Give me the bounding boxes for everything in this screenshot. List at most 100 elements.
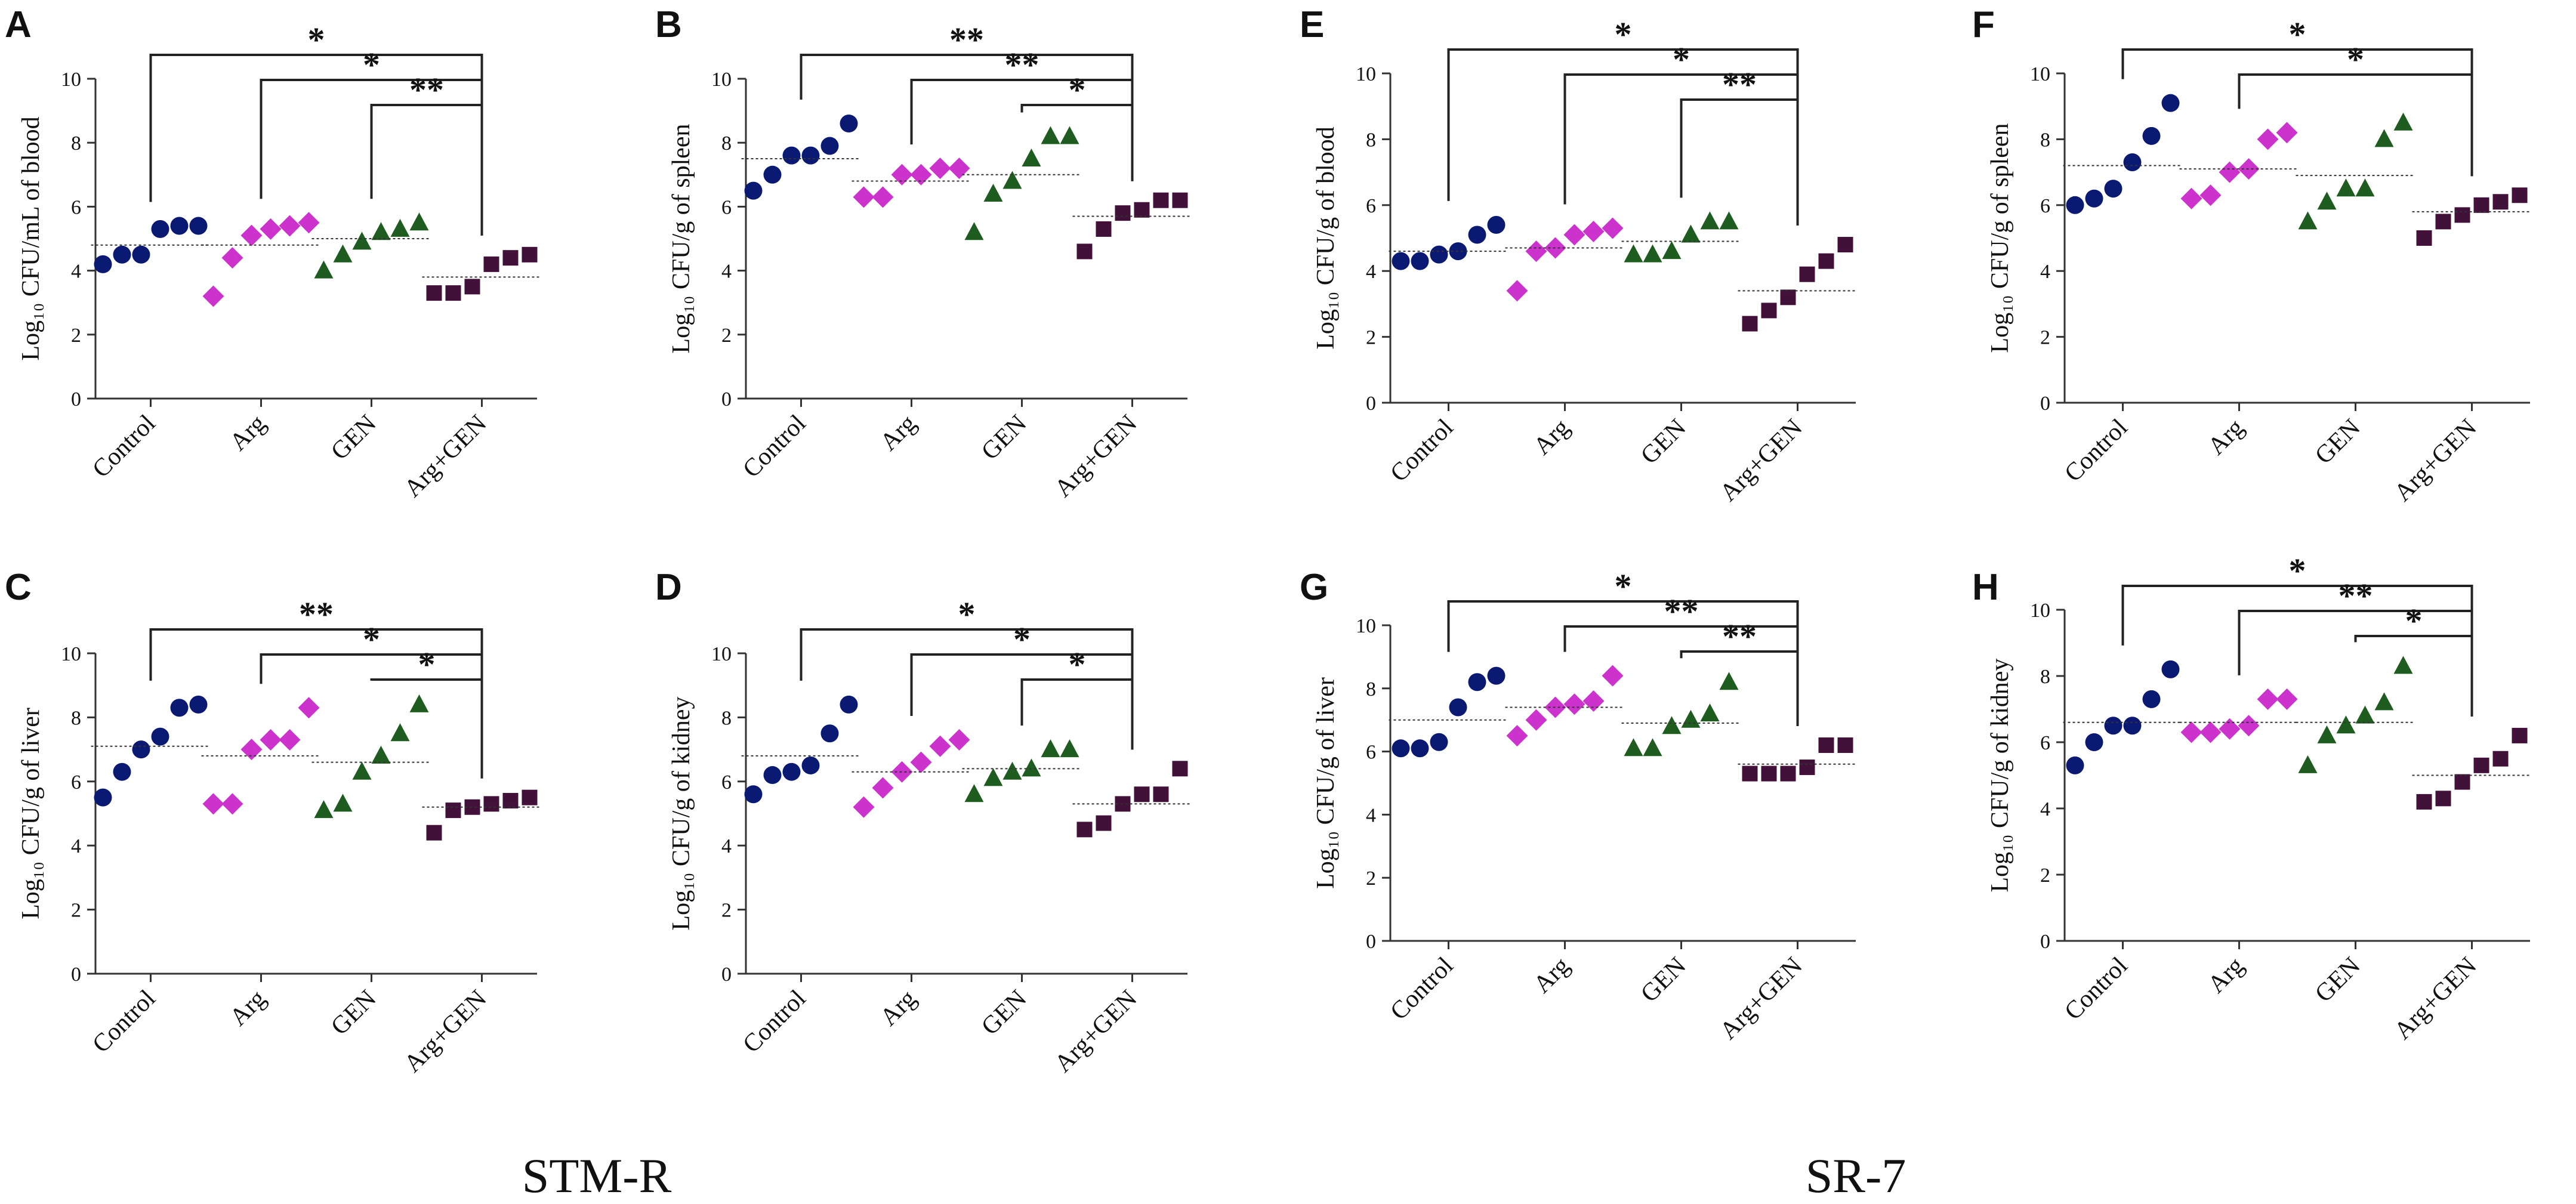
data-point-control (1449, 698, 1467, 717)
significance-label: * (1013, 620, 1031, 659)
data-point-arg-gen (1076, 822, 1093, 838)
data-point-gen (1060, 739, 1079, 758)
data-point-arg-gen (1115, 205, 1131, 221)
y-axis-label: Log₁₀ CFU/mL of blood (17, 116, 45, 360)
y-tick-label: 4 (1366, 261, 1376, 283)
y-tick-label: 0 (1366, 393, 1376, 415)
data-point-control (1468, 226, 1486, 244)
data-point-arg-gen (1096, 815, 1112, 831)
x-tick-label-arg-gen: Arg+GEN (2389, 952, 2482, 1045)
data-point-control (2161, 94, 2180, 112)
data-point-control (763, 165, 782, 184)
significance-label: * (363, 45, 380, 84)
data-point-arg (2180, 187, 2202, 209)
data-point-arg-gen (2435, 791, 2451, 807)
y-tick-label: 4 (721, 261, 732, 283)
data-point-arg (1563, 693, 1585, 715)
y-tick-label: 8 (2040, 129, 2050, 151)
significance-label: * (958, 595, 976, 634)
data-point-arg (1506, 725, 1528, 747)
significance-label: ** (299, 595, 334, 634)
y-tick-label: 2 (721, 900, 732, 922)
y-tick-label: 6 (721, 196, 732, 218)
data-point-arg-gen (2512, 727, 2528, 743)
data-point-arg (948, 158, 970, 180)
data-point-control (1430, 245, 1448, 264)
data-point-gen (964, 222, 984, 240)
data-point-gen (1700, 703, 1720, 722)
y-tick-label: 10 (61, 643, 81, 665)
y-tick-label: 8 (721, 132, 732, 155)
data-point-control (1392, 252, 1410, 270)
data-point-gen (1624, 738, 1643, 757)
significance-label: * (1615, 567, 1632, 606)
data-point-gen (2355, 178, 2375, 197)
data-point-gen (2317, 192, 2337, 210)
data-point-arg (221, 793, 243, 815)
data-point-control (2123, 717, 2142, 735)
x-tick-label-control: Control (2059, 952, 2133, 1026)
y-axis-label: Log₁₀ CFU/g of kidney (668, 696, 695, 930)
significance-label: * (1673, 40, 1690, 79)
significance-bracket (2121, 48, 2473, 177)
y-tick-label: 6 (1366, 195, 1376, 217)
significance-bracket (370, 678, 483, 779)
y-tick-label: 8 (721, 707, 732, 729)
data-point-arg-gen (426, 285, 442, 301)
panel-c: C 0 2 4 6 8 10 Log₁₀ CFU/g of liver Control Arg GE… (5, 567, 542, 1078)
data-point-arg-gen (1742, 316, 1758, 332)
data-point-gen (314, 800, 334, 819)
data-point-control (1392, 739, 1410, 758)
y-tick-label: 10 (61, 69, 81, 91)
data-point-control (1487, 666, 1506, 685)
data-point-arg (1525, 709, 1547, 731)
data-point-control (2142, 690, 2161, 708)
x-tick-label-arg: Arg (875, 985, 921, 1032)
x-tick-label-control: Control (738, 985, 811, 1058)
panel-letter-e: E (1300, 4, 1324, 45)
data-point-arg-gen (445, 285, 461, 301)
data-point-arg-gen (2512, 187, 2528, 203)
data-point-arg-gen (1837, 237, 1853, 253)
data-point-arg (2219, 718, 2241, 740)
data-point-arg (1602, 217, 1624, 239)
data-point-arg (260, 218, 282, 240)
significance-label: * (2289, 15, 2306, 54)
data-point-gen (2336, 715, 2356, 734)
data-point-arg (1563, 224, 1585, 246)
data-point-control (782, 146, 801, 165)
data-point-arg (891, 163, 913, 186)
y-tick-label: 0 (71, 388, 81, 410)
x-tick-label-arg-gen: Arg+GEN (1050, 985, 1143, 1078)
significance-label: ** (1722, 65, 1757, 104)
y-tick-label: 6 (2040, 732, 2050, 754)
data-point-gen (1643, 738, 1662, 757)
data-point-gen (1719, 211, 1739, 230)
significance-bracket (1020, 104, 1134, 181)
data-point-control (801, 146, 820, 165)
data-point-control (2104, 180, 2122, 198)
data-point-gen (1624, 244, 1643, 263)
x-tick-label-arg: Arg (224, 985, 271, 1032)
data-point-arg-gen (464, 279, 480, 295)
x-tick-label-arg-gen: Arg+GEN (2389, 414, 2482, 507)
data-point-arg (948, 728, 970, 751)
data-point-gen (1700, 211, 1720, 230)
y-tick-label: 8 (71, 132, 81, 155)
data-point-arg-gen (1134, 786, 1150, 802)
x-tick-label-arg: Arg (2202, 952, 2249, 999)
data-point-arg-gen (1761, 302, 1777, 319)
y-axis-label: Log₁₀ CFU/g of spleen (668, 124, 695, 353)
significance-label: ** (2339, 576, 2373, 615)
data-point-arg (910, 163, 932, 186)
data-point-gen (1662, 241, 1682, 260)
x-tick-label-arg: Arg (875, 410, 921, 456)
data-point-arg-gen (2454, 207, 2470, 223)
panel-letter-a: A (5, 4, 32, 45)
data-point-control (189, 695, 208, 714)
data-point-gen (2355, 705, 2375, 724)
data-point-control (744, 785, 763, 804)
data-point-arg (260, 728, 282, 751)
data-point-control (1468, 673, 1486, 691)
